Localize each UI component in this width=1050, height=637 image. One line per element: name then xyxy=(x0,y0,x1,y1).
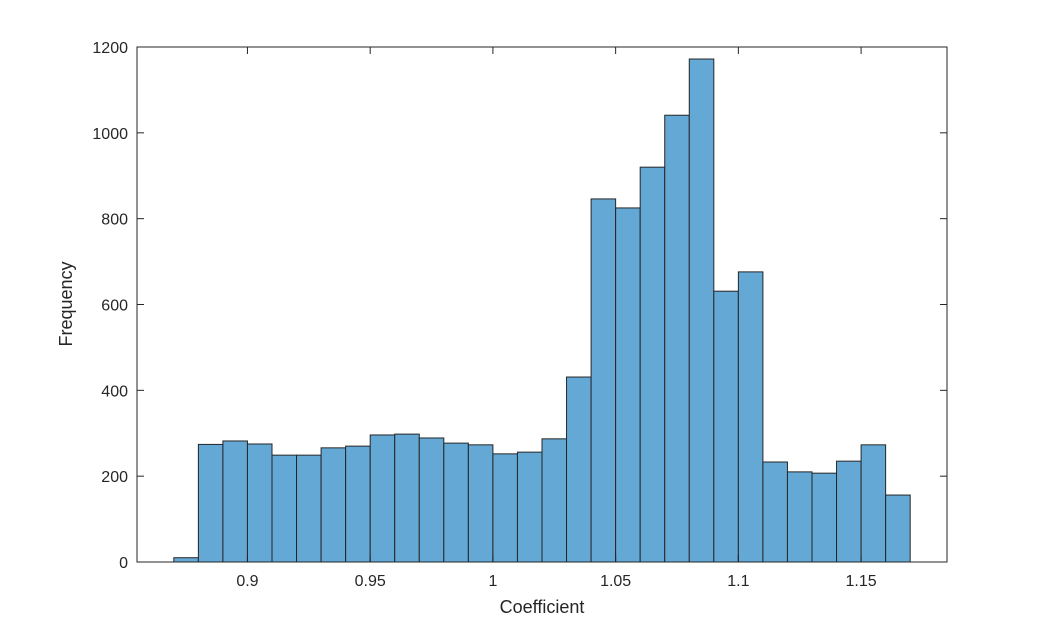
histogram-bar xyxy=(369,434,396,563)
histogram-bar xyxy=(762,461,788,563)
histogram-bar xyxy=(836,460,862,563)
histogram-bar xyxy=(516,451,543,563)
x-tick-label: 1.15 xyxy=(846,573,877,590)
histogram-bar xyxy=(811,472,838,563)
y-tick-label: 600 xyxy=(101,298,128,315)
y-tick-label: 200 xyxy=(101,469,128,486)
x-axis-label: Coefficient xyxy=(500,597,585,617)
histogram-bar xyxy=(786,471,813,563)
histogram-bar xyxy=(615,207,641,563)
histogram-bar xyxy=(737,271,764,563)
x-tick-label: 1.1 xyxy=(727,573,749,590)
histogram-bar xyxy=(566,376,592,563)
histogram-bar xyxy=(394,433,420,563)
histogram-bar xyxy=(197,443,224,563)
histogram-bar xyxy=(345,445,371,563)
histogram-bar xyxy=(271,454,298,563)
ticks-group: 0.9 0.95 1 1.05 1.1 1.15 0 200 400 600 800 1000 1200 xyxy=(92,40,947,590)
x-tick-label: 0.95 xyxy=(355,573,386,590)
histogram-bar xyxy=(860,444,887,563)
histogram-bar xyxy=(467,444,494,563)
histogram-bar xyxy=(222,440,248,563)
y-tick-label: 800 xyxy=(101,212,128,229)
histogram-bar xyxy=(418,437,445,563)
histogram-bar xyxy=(246,443,273,563)
x-tick-label: 0.9 xyxy=(236,573,258,590)
y-tick-label: 1200 xyxy=(92,40,128,57)
histogram-bar xyxy=(639,166,666,563)
histogram-bar xyxy=(664,114,690,563)
y-tick-label: 0 xyxy=(119,555,128,572)
histogram-bar xyxy=(885,494,911,563)
y-axis-label: Frequency xyxy=(56,261,76,346)
histogram-bar xyxy=(688,58,715,563)
y-tick-label: 1000 xyxy=(92,126,128,143)
histogram-bar xyxy=(443,442,469,563)
bars-group xyxy=(173,58,911,563)
histogram-bar xyxy=(590,198,617,563)
histogram-bar xyxy=(173,557,199,563)
histogram-bar xyxy=(492,453,518,563)
histogram-bar xyxy=(713,290,739,563)
histogram-bar xyxy=(541,438,568,563)
y-tick-label: 400 xyxy=(101,383,128,400)
histogram-bar xyxy=(320,447,347,563)
x-tick-label: 1.05 xyxy=(600,573,631,590)
x-tick-label: 1 xyxy=(488,573,497,590)
histogram-bar xyxy=(296,454,322,563)
